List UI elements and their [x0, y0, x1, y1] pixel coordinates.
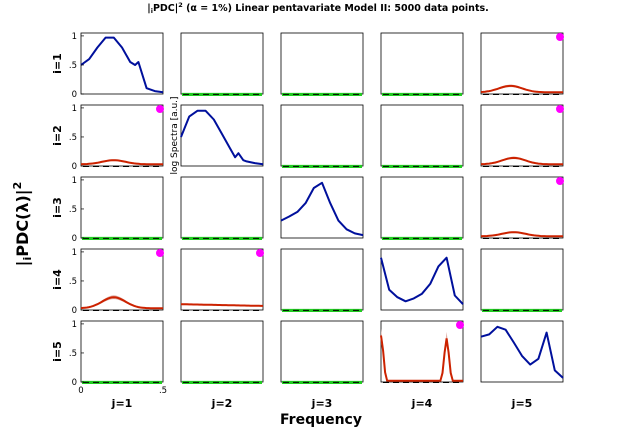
- panel-i2-j5: [480, 104, 564, 167]
- x-axis-label: Frequency: [280, 412, 362, 428]
- spectra-axis-label: log Spectra [a.u.]: [170, 96, 180, 174]
- y-tick-label: 0: [72, 90, 77, 100]
- y-tick-label: 0: [72, 306, 77, 316]
- y-tick-label: .5: [69, 277, 77, 287]
- panel-frame: [80, 320, 164, 383]
- pdc-significant-line: [480, 231, 563, 238]
- panel-i4-j1: 0 .5 1 i=4: [51, 248, 164, 316]
- row-label: i=2: [51, 125, 64, 146]
- panel-i2-j4: [380, 104, 464, 169]
- panel-i1-j1: 0 .5 1 i=1: [51, 32, 164, 100]
- panel-i1-j5: [480, 32, 564, 95]
- pdc-significant-line: [380, 335, 463, 382]
- panel-frame: [480, 104, 564, 167]
- panel-frame: [380, 32, 464, 95]
- y-tick-label: 1: [72, 104, 77, 114]
- panel-frame: [180, 176, 264, 239]
- panel-i4-j2: [180, 248, 264, 311]
- y-tick-label: 1: [72, 176, 77, 186]
- column-label: j=5: [511, 397, 533, 410]
- panel-i4-j3: [280, 248, 364, 313]
- panel-frame: [180, 248, 264, 311]
- y-tick-label: 1: [72, 320, 77, 330]
- spectrum-line: [80, 36, 164, 94]
- x-tick-label: 0: [78, 386, 83, 396]
- panel-frame: [80, 104, 164, 167]
- significance-marker: [156, 105, 164, 113]
- panel-i4-j5: [480, 248, 564, 313]
- significance-marker: [556, 105, 564, 113]
- spectrum-line: [280, 181, 364, 237]
- column-label: j=1: [111, 397, 133, 410]
- row-label: i=5: [51, 341, 64, 362]
- panel-grid: 0.51i=10.51i=2 log Spectra [a.u.]0.51i=30…: [51, 32, 564, 410]
- panel-frame: [380, 104, 464, 167]
- panel-frame: [480, 248, 564, 311]
- row-label: i=3: [51, 197, 64, 218]
- y-tick-label: 0: [72, 234, 77, 244]
- panel-i4-j4: [380, 248, 464, 311]
- row-label: i=1: [51, 53, 64, 74]
- panel-i5-j4: j=4: [380, 320, 464, 410]
- panel-i5-j5: j=5: [480, 320, 564, 410]
- column-label: j=2: [211, 397, 233, 410]
- significance-marker: [456, 321, 464, 329]
- panel-i3-j5: [480, 176, 564, 239]
- panel-i2-j3: [280, 104, 364, 169]
- pdc-significant-line: [181, 303, 263, 307]
- panel-frame: [180, 320, 264, 383]
- figure-title: |iPDC|2 (α = 1%) Linear pentavariate Mod…: [147, 1, 489, 15]
- y-tick-label: .5: [69, 349, 77, 359]
- spectrum-line: [480, 325, 564, 379]
- y-axis-label: |iPDC(λ)|2: [11, 182, 34, 267]
- pdc-significant-line: [80, 296, 163, 310]
- panel-frame: [80, 176, 164, 239]
- y-tick-label: .5: [69, 133, 77, 143]
- pdc-significant-line: [481, 156, 563, 166]
- y-tick-label: 0: [72, 162, 77, 172]
- panel-i1-j4: [380, 32, 464, 97]
- y-tick-label: 0: [72, 378, 77, 388]
- panel-frame: [280, 320, 364, 383]
- significance-marker: [556, 177, 564, 185]
- panel-frame: [380, 176, 464, 239]
- panel-i3-j4: [380, 176, 464, 241]
- panel-i3-j2: [180, 176, 264, 241]
- panel-i3-j1: 0 .5 1 i=3: [51, 176, 164, 244]
- y-tick-label: .5: [69, 61, 77, 71]
- panel-i5-j1: 0 .5 1 i=5 0 .5 j=1: [51, 320, 167, 410]
- panel-frame: [280, 32, 364, 95]
- significance-marker: [556, 33, 564, 41]
- y-tick-label: 1: [72, 32, 77, 42]
- panel-i5-j2: j=2: [180, 320, 264, 410]
- column-label: j=4: [411, 397, 433, 410]
- panel-frame: [80, 32, 164, 95]
- panel-i3-j3: [280, 176, 364, 239]
- panel-frame: [280, 176, 364, 239]
- panel-frame: [380, 248, 464, 311]
- panel-i2-j2: log Spectra [a.u.]: [170, 96, 264, 175]
- panel-frame: [480, 320, 564, 383]
- column-label: j=3: [311, 397, 333, 410]
- pdc-significant-line: [480, 84, 563, 94]
- panel-frame: [180, 32, 264, 95]
- pdc-significant-line: [80, 159, 163, 166]
- spectrum-line: [180, 109, 264, 166]
- row-label: i=4: [51, 269, 64, 290]
- x-tick-label: .5: [159, 386, 167, 396]
- significance-marker: [256, 249, 264, 257]
- y-tick-label: 1: [72, 248, 77, 258]
- panel-i1-j3: [280, 32, 364, 97]
- panel-i1-j2: [180, 32, 264, 97]
- panel-frame: [280, 104, 364, 167]
- panel-i2-j1: 0 .5 1 i=2: [51, 104, 164, 172]
- panel-frame: [280, 248, 364, 311]
- panel-frame: [480, 176, 564, 239]
- significance-marker: [156, 249, 164, 257]
- spectrum-line: [380, 256, 464, 305]
- y-tick-label: .5: [69, 205, 77, 215]
- panel-i5-j3: j=3: [280, 320, 364, 410]
- panel-frame: [480, 32, 564, 95]
